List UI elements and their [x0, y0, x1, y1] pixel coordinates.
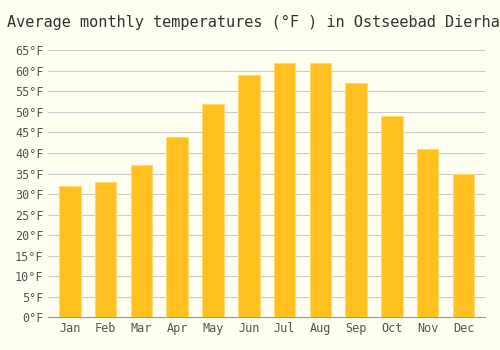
Bar — [310, 63, 331, 317]
Bar — [166, 136, 188, 317]
Bar — [130, 165, 152, 317]
Bar — [202, 104, 224, 317]
Bar — [381, 116, 402, 317]
Bar — [453, 174, 474, 317]
Bar — [274, 63, 295, 317]
Title: Average monthly temperatures (°F ) in Ostseebad Dierhagen: Average monthly temperatures (°F ) in Os… — [6, 15, 500, 30]
Bar — [417, 149, 438, 317]
Bar — [95, 182, 116, 317]
Bar — [346, 83, 367, 317]
Bar — [59, 186, 80, 317]
Bar — [238, 75, 260, 317]
